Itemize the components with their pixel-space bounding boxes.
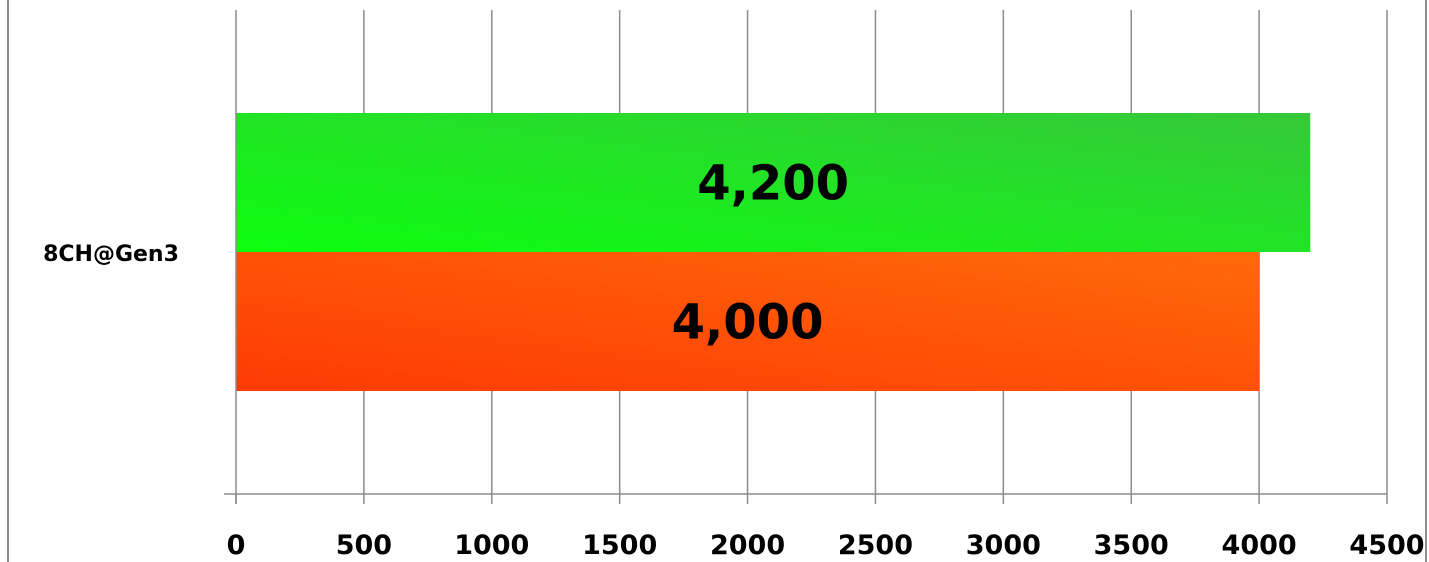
bar bbox=[236, 252, 1260, 391]
x-tick-label: 4500 bbox=[1349, 530, 1424, 561]
x-tick-label: 500 bbox=[336, 530, 392, 561]
x-tick-label: 2500 bbox=[838, 530, 913, 561]
x-tick-label: 2000 bbox=[710, 530, 785, 561]
x-tick-label: 3000 bbox=[966, 530, 1041, 561]
data-label: 4,200 bbox=[697, 156, 849, 212]
x-tick-label: 4000 bbox=[1222, 530, 1297, 561]
x-tick-label: 3500 bbox=[1094, 530, 1169, 561]
x-tick-label: 0 bbox=[227, 530, 246, 561]
x-axis: 0 500 1000 1500 2000 2500 3000 3500 4000 4500 bbox=[224, 493, 1425, 561]
x-tick-label: 1500 bbox=[582, 530, 657, 561]
y-axis: 8CH@Gen3 bbox=[43, 10, 237, 504]
chart-frame bbox=[7, 0, 1427, 562]
bar bbox=[236, 113, 1311, 252]
x-tick-label: 1000 bbox=[454, 530, 529, 561]
data-labels: 4,200 4,000 bbox=[672, 156, 849, 351]
bars bbox=[236, 113, 1311, 391]
data-label: 4,000 bbox=[672, 295, 824, 351]
category-label: 8CH@Gen3 bbox=[43, 242, 179, 267]
